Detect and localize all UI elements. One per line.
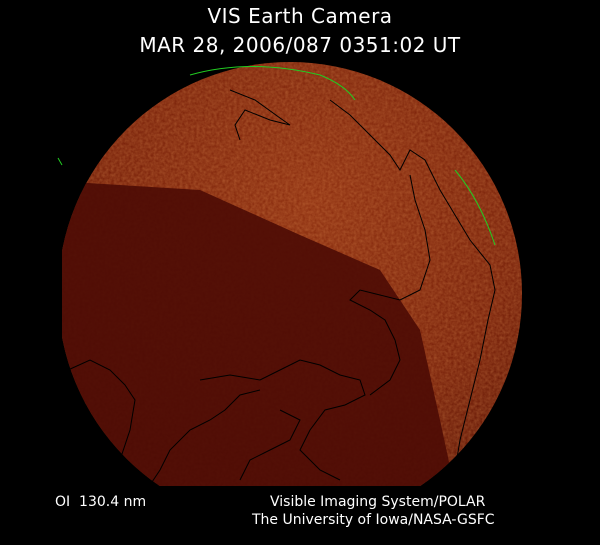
camera-title: VIS Earth Camera bbox=[207, 4, 393, 28]
credit-line-1: Visible Imaging System/POLAR bbox=[270, 494, 486, 510]
coastlines bbox=[67, 89, 496, 486]
wavelength-label: OI 130.4 nm bbox=[55, 494, 147, 510]
credit-line-2: The University of Iowa/NASA-GSFC bbox=[252, 512, 495, 528]
night-region bbox=[62, 180, 455, 486]
timestamp: MAR 28, 2006/087 0351:02 UT bbox=[139, 33, 461, 57]
terminator-arcs bbox=[57, 66, 496, 246]
